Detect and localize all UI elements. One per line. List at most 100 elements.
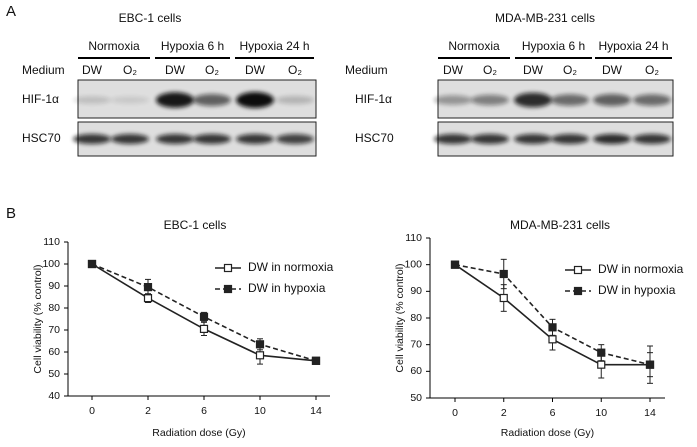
legend-marker bbox=[573, 286, 583, 296]
blot-band bbox=[193, 94, 231, 106]
blot-band bbox=[236, 92, 274, 108]
lane-label: DW bbox=[165, 63, 186, 77]
x-tick-label: 10 bbox=[595, 407, 607, 419]
legend-label: DW in hypoxia bbox=[248, 281, 326, 295]
lane-label: DW bbox=[523, 63, 544, 77]
marker bbox=[87, 259, 97, 269]
blot-band bbox=[73, 134, 111, 144]
y-tick-label: 70 bbox=[410, 338, 422, 350]
y-tick-label: 110 bbox=[405, 232, 422, 244]
blot-title: MDA-MB-231 cells bbox=[495, 11, 595, 25]
y-tick-label: 60 bbox=[410, 365, 422, 377]
blot-band bbox=[111, 96, 149, 104]
legend-label: DW in normoxia bbox=[248, 260, 334, 274]
blot-band bbox=[156, 92, 194, 108]
blot-band bbox=[633, 134, 671, 144]
legend-label: DW in hypoxia bbox=[598, 283, 676, 297]
marker bbox=[255, 351, 265, 360]
x-tick-label: 6 bbox=[201, 405, 207, 417]
lane-label: O₂ bbox=[288, 63, 302, 77]
lane-label: O₂ bbox=[483, 63, 497, 77]
blot-band bbox=[514, 134, 552, 144]
lane-label: DW bbox=[245, 63, 266, 77]
marker bbox=[199, 312, 209, 321]
x-axis-label: Radiation dose (Gy) bbox=[152, 427, 245, 439]
condition-label: Hypoxia 6 h bbox=[161, 39, 224, 53]
y-tick-label: 50 bbox=[48, 368, 60, 380]
marker bbox=[548, 335, 557, 344]
lane-label: DW bbox=[82, 63, 103, 77]
marker bbox=[499, 293, 508, 303]
y-tick-label: 110 bbox=[43, 236, 60, 248]
legend-marker bbox=[573, 265, 583, 275]
blot-band bbox=[551, 94, 589, 106]
x-tick-label: 2 bbox=[145, 405, 151, 417]
row-label: HIF-1α bbox=[22, 92, 59, 106]
legend-marker bbox=[223, 284, 233, 294]
marker bbox=[450, 260, 460, 269]
marker bbox=[499, 269, 508, 279]
blot-band bbox=[434, 134, 472, 144]
medium-label: Medium bbox=[22, 63, 65, 77]
blot-band bbox=[73, 96, 111, 104]
marker bbox=[199, 324, 209, 333]
blot-band bbox=[434, 95, 472, 105]
panel-label: B bbox=[6, 205, 16, 222]
condition-label: Normoxia bbox=[88, 39, 140, 53]
y-tick-label: 90 bbox=[48, 280, 60, 292]
marker bbox=[255, 340, 265, 349]
y-axis-label: Cell viability (% control) bbox=[32, 264, 44, 373]
marker bbox=[645, 360, 655, 369]
y-tick-label: 100 bbox=[404, 258, 422, 270]
blot-band bbox=[471, 94, 509, 106]
row-label: HIF-1α bbox=[355, 92, 392, 106]
x-tick-label: 6 bbox=[550, 407, 556, 419]
row-label: HSC70 bbox=[355, 131, 394, 145]
x-tick-label: 0 bbox=[452, 407, 458, 419]
x-tick-label: 14 bbox=[644, 407, 656, 419]
marker bbox=[311, 356, 321, 365]
condition-label: Hypoxia 6 h bbox=[522, 39, 585, 53]
blot-band bbox=[593, 94, 631, 106]
condition-label: Normoxia bbox=[448, 39, 500, 53]
marker bbox=[548, 323, 557, 332]
marker bbox=[143, 283, 153, 292]
blot-band bbox=[514, 92, 552, 108]
blot-band bbox=[111, 134, 149, 144]
lane-label: DW bbox=[443, 63, 464, 77]
x-tick-label: 0 bbox=[89, 405, 95, 417]
lane-label: DW bbox=[602, 63, 623, 77]
blot-band bbox=[551, 134, 589, 144]
lane-label: O₂ bbox=[563, 63, 577, 77]
y-tick-label: 50 bbox=[410, 392, 422, 404]
marker bbox=[597, 360, 606, 369]
blot-band bbox=[276, 134, 314, 144]
x-tick-label: 10 bbox=[254, 405, 266, 417]
y-tick-label: 40 bbox=[48, 390, 60, 402]
blot-title: EBC-1 cells bbox=[119, 11, 182, 25]
y-axis-label: Cell viability (% control) bbox=[394, 263, 406, 372]
x-tick-label: 2 bbox=[501, 407, 507, 419]
y-tick-label: 80 bbox=[410, 312, 422, 324]
blot-band bbox=[193, 134, 231, 144]
blot-band bbox=[276, 96, 314, 104]
legend-marker bbox=[223, 263, 233, 273]
medium-label: Medium bbox=[345, 63, 388, 77]
row-label: HSC70 bbox=[22, 131, 61, 145]
blot-band bbox=[633, 94, 671, 106]
y-tick-label: 60 bbox=[48, 346, 60, 358]
chart-title: EBC-1 cells bbox=[164, 218, 227, 232]
chart-title: MDA-MB-231 cells bbox=[510, 218, 610, 232]
marker bbox=[143, 294, 153, 303]
legend-label: DW in normoxia bbox=[598, 262, 684, 276]
x-tick-label: 14 bbox=[310, 405, 322, 417]
condition-label: Hypoxia 24 h bbox=[598, 39, 668, 53]
blot-band bbox=[471, 134, 509, 144]
lane-label: O₂ bbox=[123, 63, 137, 77]
blot-band bbox=[156, 134, 194, 144]
y-tick-label: 70 bbox=[48, 324, 60, 336]
lane-label: O₂ bbox=[205, 63, 219, 77]
marker bbox=[597, 348, 606, 357]
lane-label: O₂ bbox=[645, 63, 659, 77]
